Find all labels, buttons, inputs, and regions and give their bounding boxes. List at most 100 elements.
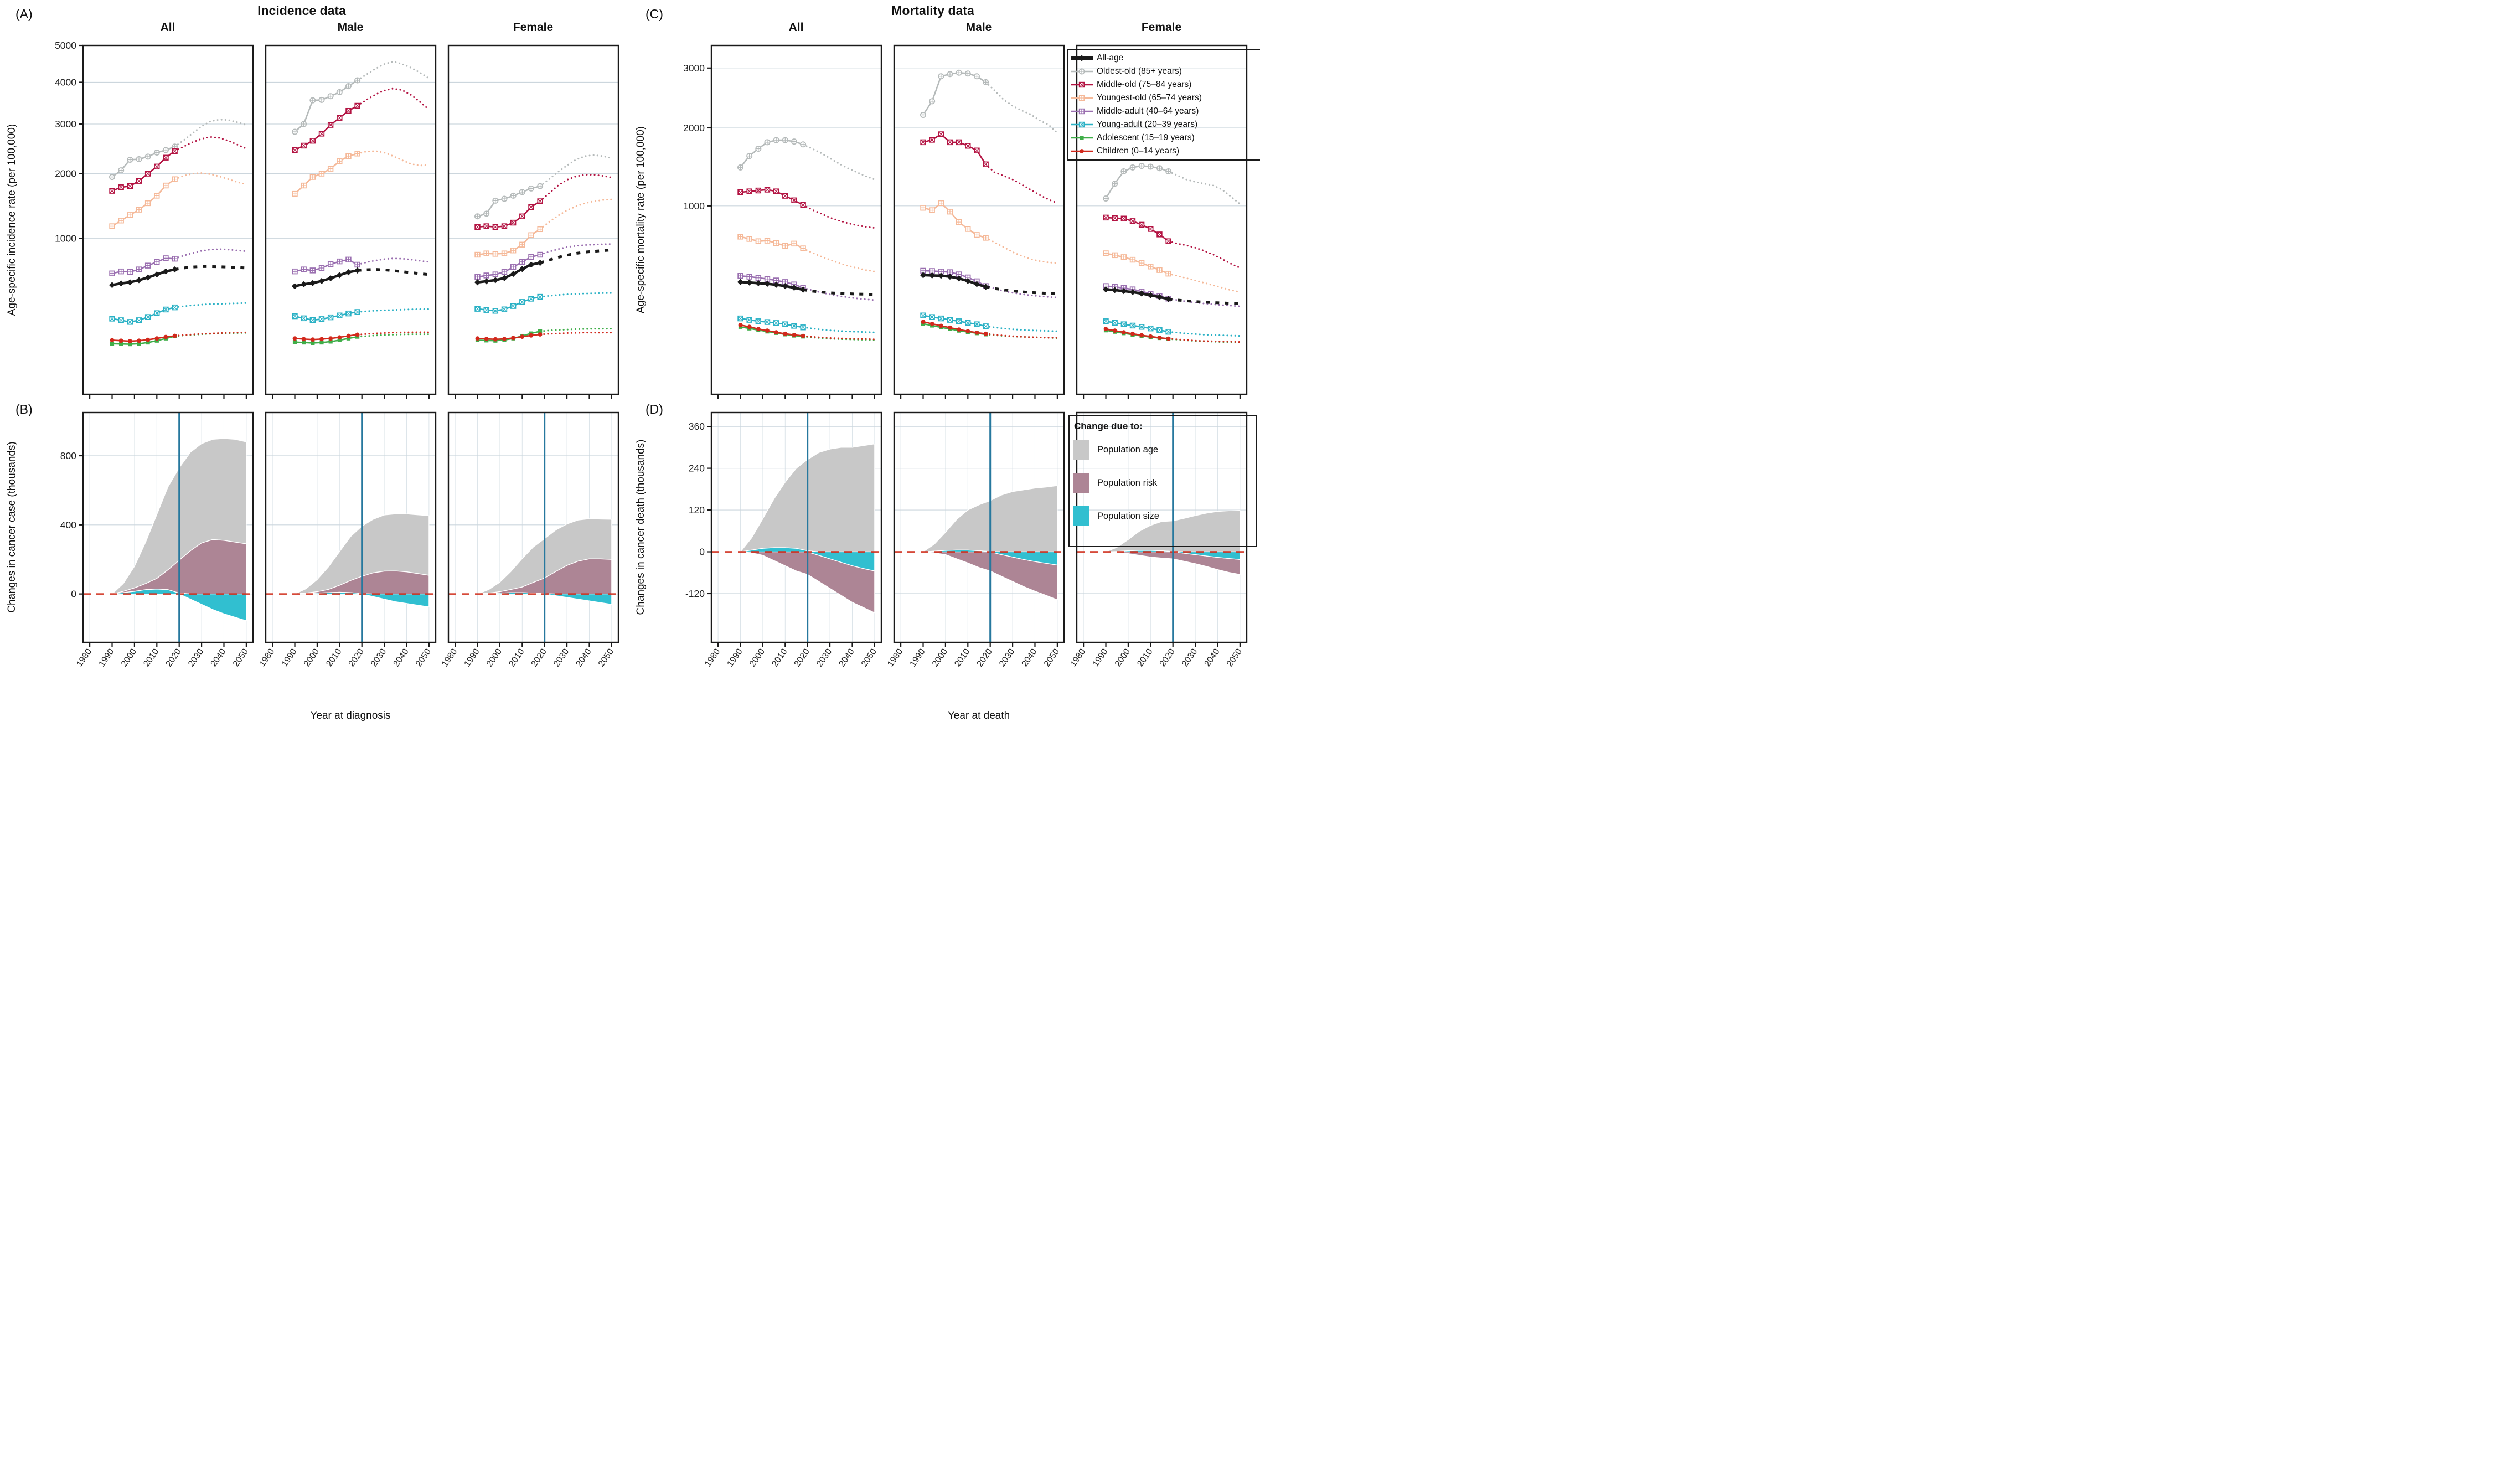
middle_adult-legend-swatch-icon	[1071, 108, 1093, 115]
svg-text:2040: 2040	[1020, 647, 1039, 668]
svg-text:1000: 1000	[55, 233, 76, 244]
col-header-mortality-female: Female	[1141, 21, 1182, 34]
svg-text:2040: 2040	[837, 647, 856, 668]
legend-item-oldest_old: Oldest-old (85+ years)	[1070, 65, 1260, 78]
svg-text:3000: 3000	[55, 119, 76, 130]
legend-item-label: Children (0–14 years)	[1097, 146, 1180, 156]
panel-letter-a: (A)	[16, 7, 33, 21]
panel-cases-female: 1980 1990 2000 2010 2020 2030 2040 2050	[440, 411, 619, 668]
panel-mortality-male	[893, 44, 1065, 399]
legend-item-label: Adolescent (15–19 years)	[1097, 133, 1195, 142]
svg-text:5000: 5000	[55, 40, 76, 51]
panel-incidence-male	[265, 44, 437, 399]
legend-item-middle_old: Middle-old (75–84 years)	[1070, 78, 1260, 91]
legend-item-adolescent: Adolescent (15–19 years)	[1070, 131, 1260, 145]
svg-text:2000: 2000	[55, 168, 76, 179]
legend-item-label: Middle-adult (40–64 years)	[1097, 106, 1199, 116]
panel-incidence-all: 1000 2000 3000 4000 5000	[55, 40, 254, 399]
young_adult-legend-swatch-icon	[1071, 121, 1093, 128]
svg-text:3000: 3000	[683, 63, 705, 74]
svg-text:2000: 2000	[485, 647, 504, 668]
change-legend-item-0: Population age	[1073, 440, 1256, 460]
svg-text:2010: 2010	[507, 647, 526, 668]
legend-item-all_age: All-age	[1070, 51, 1260, 65]
middle_old-legend-swatch-icon	[1071, 81, 1093, 88]
svg-text:1980: 1980	[257, 647, 276, 668]
svg-text:1990: 1990	[1091, 647, 1109, 668]
svg-text:2020: 2020	[164, 647, 183, 668]
svg-text:2040: 2040	[1202, 647, 1221, 668]
svg-text:240: 240	[689, 463, 705, 474]
change-legend-item-2: Population size	[1073, 506, 1256, 526]
panel-cases-male: 1980 1990 2000 2010 2020 2030 2040 2050	[257, 411, 437, 668]
svg-text:2050: 2050	[1042, 647, 1061, 668]
svg-text:1000: 1000	[683, 200, 705, 212]
panel-letter-d: (D)	[646, 402, 663, 416]
svg-text:2000: 2000	[120, 647, 138, 668]
legend-item-label: Middle-old (75–84 years)	[1097, 80, 1192, 89]
svg-text:0: 0	[699, 547, 705, 558]
svg-text:2010: 2010	[953, 647, 972, 668]
svg-text:2010: 2010	[324, 647, 343, 668]
svg-text:2040: 2040	[209, 647, 228, 668]
svg-text:2000: 2000	[931, 647, 949, 668]
legend-item-label: Young-adult (20–39 years)	[1097, 120, 1198, 129]
change-legend-label: Population age	[1097, 444, 1159, 455]
panel-cases-all: 1980 1990 2000 2010 2020 2030 2040 2050 0 400 800	[60, 411, 254, 668]
svg-text:1990: 1990	[725, 647, 744, 668]
svg-text:2010: 2010	[142, 647, 161, 668]
svg-text:800: 800	[60, 450, 76, 461]
change-legend-swatch-icon	[1073, 440, 1089, 460]
svg-text:4000: 4000	[55, 77, 76, 88]
ylabel-incidence-rate: Age-specific incidence rate (per 100,000…	[6, 123, 18, 316]
change-legend-swatch-icon	[1073, 506, 1089, 526]
panel-letter-b: (B)	[16, 402, 33, 416]
xlabel-year-at-diagnosis: Year at diagnosis	[310, 710, 391, 722]
legend-item-youngest_old: Youngest-old (65–74 years)	[1070, 91, 1260, 105]
svg-text:2000: 2000	[748, 647, 767, 668]
change-legend: Change due to: Population age Population …	[1068, 415, 1257, 547]
cancer-trends-figure: 1000 2000 3000 4000 5000 1000 2000 3000 1980 1990…	[0, 0, 1260, 732]
svg-text:1990: 1990	[462, 647, 481, 668]
svg-text:0: 0	[71, 589, 76, 600]
col-header-mortality-all: All	[788, 21, 804, 34]
svg-text:2050: 2050	[414, 647, 433, 668]
col-header-incidence-female: Female	[513, 21, 554, 34]
legend-item-young_adult: Young-adult (20–39 years)	[1070, 118, 1260, 131]
svg-text:2030: 2030	[815, 647, 834, 668]
svg-text:2050: 2050	[597, 647, 616, 668]
svg-text:1980: 1980	[1068, 647, 1087, 668]
legend-item-children: Children (0–14 years)	[1070, 145, 1260, 158]
svg-text:2030: 2030	[187, 647, 205, 668]
svg-text:2030: 2030	[998, 647, 1016, 668]
svg-text:2040: 2040	[391, 647, 410, 668]
change-legend-label: Population size	[1097, 511, 1159, 521]
svg-text:2020: 2020	[530, 647, 549, 668]
panel-mortality-all: 1000 2000 3000	[683, 44, 882, 399]
svg-text:2020: 2020	[793, 647, 812, 668]
svg-text:2050: 2050	[860, 647, 879, 668]
legend-item-label: All-age	[1097, 53, 1124, 63]
svg-text:2040: 2040	[574, 647, 593, 668]
title-mortality: Mortality data	[891, 3, 974, 18]
ylabel-cancer-deaths: Changes in cancer death (thousands)	[635, 439, 647, 615]
svg-text:2050: 2050	[1225, 647, 1244, 668]
svg-text:-120: -120	[685, 588, 705, 599]
xlabel-year-at-death: Year at death	[947, 710, 1010, 722]
change-legend-swatch-icon	[1073, 473, 1089, 493]
svg-text:2000: 2000	[1113, 647, 1132, 668]
legend-item-label: Oldest-old (85+ years)	[1097, 66, 1182, 76]
legend-item-label: Youngest-old (65–74 years)	[1097, 93, 1202, 102]
title-incidence: Incidence data	[257, 3, 346, 18]
svg-text:2010: 2010	[770, 647, 789, 668]
svg-text:1980: 1980	[75, 647, 94, 668]
svg-text:2010: 2010	[1135, 647, 1154, 668]
ylabel-cancer-cases: Changes in cancer case (thousands)	[6, 441, 18, 613]
change-legend-label: Population risk	[1097, 477, 1158, 488]
svg-text:1980: 1980	[440, 647, 459, 668]
svg-text:1990: 1990	[280, 647, 298, 668]
age-group-legend: All-age Oldest-old (85+ years) Middle-old …	[1067, 49, 1260, 161]
svg-text:1990: 1990	[97, 647, 116, 668]
svg-text:2020: 2020	[975, 647, 994, 668]
